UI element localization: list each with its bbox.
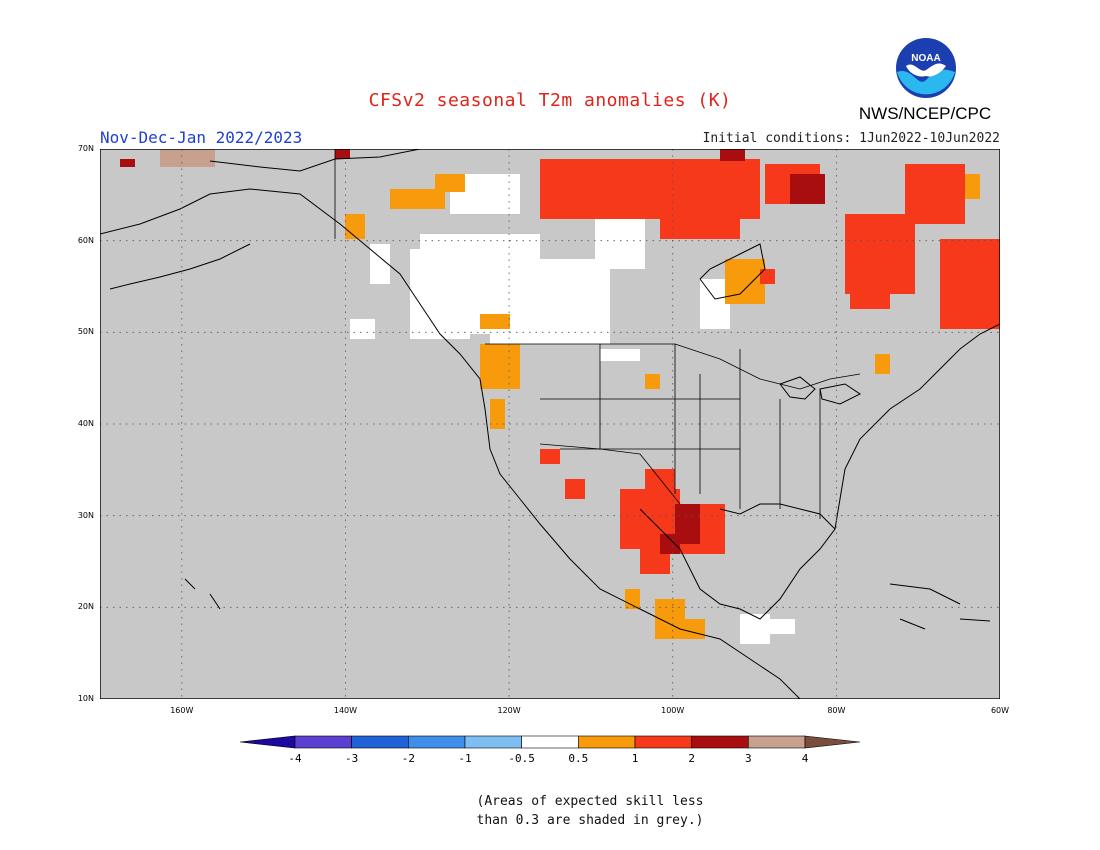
colorbar-arrow-low <box>240 735 296 749</box>
lat-label: 10N <box>77 694 94 703</box>
anomaly-cell <box>660 209 740 239</box>
colorbar-segment <box>748 735 806 749</box>
colorbar-tick-label: 1 <box>631 752 639 765</box>
coastline <box>639 503 836 620</box>
colorbar-tick-label: 0.5 <box>568 752 589 765</box>
anomaly-cell <box>160 149 215 167</box>
anomaly-cells <box>120 149 1000 644</box>
coastline <box>184 578 196 590</box>
colorbar <box>240 735 860 749</box>
colorbar-tick-label: 3 <box>745 752 752 765</box>
lon-label: 160W <box>170 706 194 715</box>
anomaly-cell <box>790 174 825 204</box>
lon-label: 100W <box>661 706 685 715</box>
coastline <box>109 243 251 290</box>
anomaly-cell <box>875 354 890 374</box>
lon-label: 120W <box>497 706 521 715</box>
anomaly-cell <box>480 344 520 389</box>
coastline <box>209 149 421 172</box>
coastline <box>834 323 1000 530</box>
colorbar-segment <box>691 735 749 749</box>
season-label: Nov-Dec-Jan 2022/2023 <box>100 128 303 147</box>
colorbar-arrow-high <box>804 735 860 749</box>
anomaly-cell <box>905 164 965 224</box>
colorbar-tick-label: 4 <box>801 752 809 765</box>
lat-label: 70N <box>77 144 94 153</box>
lat-label: 40N <box>77 419 94 428</box>
map-title: CFSv2 seasonal T2m anomalies (K) <box>368 90 732 111</box>
anomaly-map <box>100 149 1000 699</box>
anomaly-cell <box>480 314 510 329</box>
coastline <box>899 618 926 630</box>
anomaly-cell <box>565 479 585 499</box>
anomaly-cell <box>940 239 1000 329</box>
coastline <box>100 188 801 699</box>
lat-label: 60N <box>77 235 94 245</box>
colorbar-segment <box>294 735 352 749</box>
skill-footnote: (Areas of expected skill less than 0.3 a… <box>440 792 740 830</box>
coastline <box>889 583 961 605</box>
anomaly-cell <box>850 284 890 309</box>
initial-conditions-label: Initial conditions: 1Jun2022-10Jun2022 <box>702 131 1000 146</box>
anomaly-cell <box>335 149 350 159</box>
anomaly-cell <box>390 189 445 209</box>
colorbar-segment <box>351 735 409 749</box>
anomaly-cell <box>540 449 560 464</box>
svg-text:NOAA: NOAA <box>911 53 940 64</box>
colorbar-tick-label: -2 <box>401 752 415 765</box>
anomaly-cell <box>600 349 640 361</box>
anomaly-cell <box>410 249 470 339</box>
anomaly-cell <box>725 259 765 304</box>
anomaly-cell <box>345 214 365 239</box>
coastline <box>779 376 816 400</box>
noaa-logo-icon: NOAA <box>896 38 956 98</box>
anomaly-cell <box>625 589 640 609</box>
anomaly-cell <box>370 244 390 284</box>
anomaly-cell <box>740 614 770 644</box>
agency-label: NWS/NCEP/CPC <box>858 104 992 123</box>
coastlines <box>100 149 1000 699</box>
anomaly-cell <box>645 374 660 389</box>
border-line <box>539 443 681 505</box>
anomaly-cell <box>350 319 375 339</box>
colorbar-segment <box>634 735 692 749</box>
colorbar-segment <box>578 735 636 749</box>
colorbar-segment <box>521 735 579 749</box>
lat-lon-gridlines <box>100 149 1000 699</box>
anomaly-cell <box>490 399 505 429</box>
anomaly-cell <box>660 534 680 554</box>
lon-label: 140W <box>333 706 358 715</box>
anomaly-cell <box>120 159 135 167</box>
anomaly-cell <box>685 619 705 639</box>
anomaly-cell <box>760 269 775 284</box>
lat-label: 30N <box>77 510 94 520</box>
lon-label: 80W <box>827 706 846 715</box>
colorbar-tick-label: -3 <box>345 752 359 765</box>
anomaly-cell <box>770 619 795 634</box>
lat-label: 20N <box>77 602 94 612</box>
coastline <box>819 383 861 405</box>
footnote-line-2: than 0.3 are shaded in grey.) <box>476 813 704 828</box>
colorbar-segment <box>408 735 466 749</box>
anomaly-cell <box>435 174 465 192</box>
colorbar-tick-label: 2 <box>688 752 695 765</box>
lon-label: 60W <box>990 706 1010 715</box>
colorbar-tick-label: -1 <box>458 752 472 765</box>
lat-label: 50N <box>77 327 94 337</box>
anomaly-cell <box>645 469 675 494</box>
anomaly-cell <box>595 214 645 269</box>
anomaly-cell <box>845 214 915 294</box>
coastline <box>959 618 991 622</box>
colorbar-tick-label: -0.5 <box>508 752 535 765</box>
coastline <box>209 593 221 610</box>
border-line <box>674 343 861 390</box>
footnote-line-1: (Areas of expected skill less <box>476 794 704 809</box>
coastline <box>699 243 766 300</box>
colorbar-segment <box>464 735 522 749</box>
colorbar-tick-label: -4 <box>288 752 302 765</box>
anomaly-cell <box>720 149 745 161</box>
